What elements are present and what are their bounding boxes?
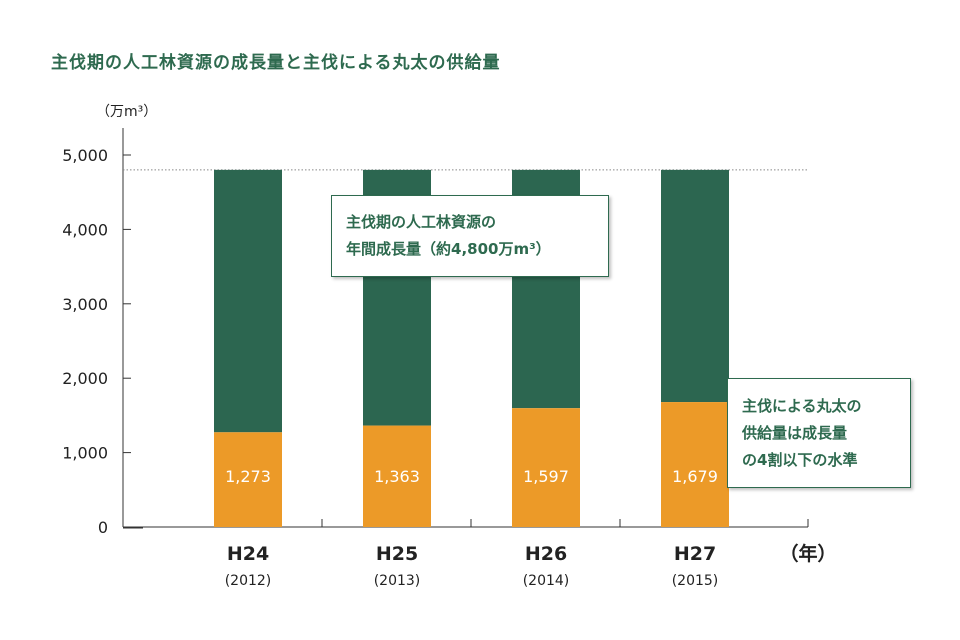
harvest-callout: 主伐による丸太の 供給量は成長量 の4割以下の水準 xyxy=(727,378,911,488)
y-tick-label: 0 xyxy=(98,518,108,537)
bar-growth-h27 xyxy=(661,169,729,403)
bar-harvest-h25 xyxy=(363,425,431,527)
x-category-sublabel: (2015) xyxy=(672,573,719,589)
growth-callout-line-1: 主伐期の人工林資源の xyxy=(346,213,497,231)
x-category-sublabel: (2012) xyxy=(225,573,272,589)
y-tick-label: 1,000 xyxy=(62,444,108,463)
y-tick-label: 5,000 xyxy=(62,146,108,165)
bar-value-label: 1,597 xyxy=(523,467,569,486)
harvest-callout-line-3: の4割以下の水準 xyxy=(742,450,858,469)
x-category-label: H24 xyxy=(227,543,269,565)
bar-harvest-h26 xyxy=(512,408,580,527)
growth-callout: 主伐期の人工林資源の 年間成長量（約4,800万m³） xyxy=(331,195,609,277)
x-category-sublabel: (2014) xyxy=(523,573,570,589)
bar-value-label: 1,273 xyxy=(225,467,271,486)
bar-growth-h24 xyxy=(214,169,282,433)
x-category-label: H26 xyxy=(525,543,567,565)
y-tick-label: 2,000 xyxy=(62,369,108,388)
y-axis-label: （万m³） xyxy=(96,104,157,120)
x-category-label: H27 xyxy=(674,543,716,565)
bar-harvest-h27 xyxy=(661,402,729,527)
chart-title: 主伐期の人工林資源の成長量と主伐による丸太の供給量 xyxy=(51,53,501,73)
harvest-callout-line-2: 供給量は成長量 xyxy=(742,423,848,442)
bar-value-label: 1,363 xyxy=(374,467,420,486)
bar-value-label: 1,679 xyxy=(672,467,718,486)
x-category-label: H25 xyxy=(376,543,418,565)
harvest-callout-line-1: 主伐による丸太の xyxy=(742,396,862,415)
x-category-sublabel: (2013) xyxy=(374,573,421,589)
x-axis-label: （年） xyxy=(779,542,836,565)
growth-callout-line-2: 年間成長量（約4,800万m³） xyxy=(346,240,551,258)
bar-harvest-h24 xyxy=(214,432,282,527)
y-tick-label: 4,000 xyxy=(62,220,108,239)
y-tick-label: 3,000 xyxy=(62,295,108,314)
